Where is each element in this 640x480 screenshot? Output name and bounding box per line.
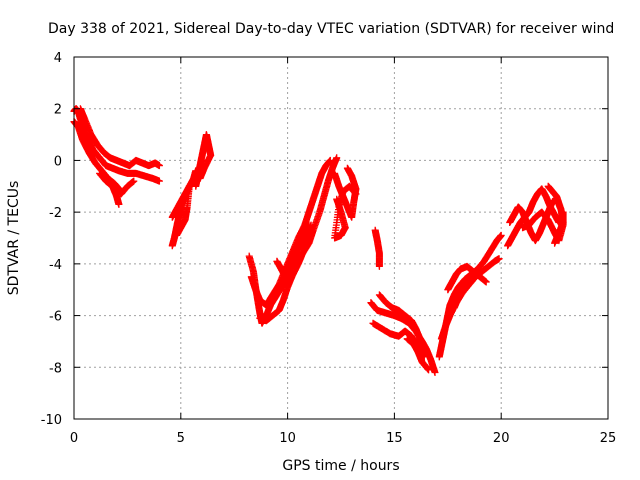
data-point	[333, 154, 341, 162]
plot-frame	[73, 56, 609, 420]
y-tick-label: 0	[54, 154, 62, 169]
data-point	[551, 239, 559, 247]
axis-ticks	[73, 56, 609, 420]
data-point	[307, 221, 315, 229]
x-tick-label: 10	[279, 431, 296, 446]
data-point	[420, 348, 428, 356]
data-points	[70, 105, 567, 376]
data-point	[343, 164, 351, 172]
y-tick-label: -10	[41, 413, 62, 428]
data-point	[497, 231, 505, 239]
data-point	[425, 366, 433, 374]
y-tick-label: 4	[54, 51, 62, 66]
x-tick-labels: 0 5 10 15 20 25	[70, 431, 616, 446]
y-tick-label: 2	[54, 103, 62, 118]
x-tick-label: 15	[386, 431, 403, 446]
data-point	[474, 268, 482, 276]
y-axis-label: SDTVAR / TECUs	[6, 181, 22, 296]
x-tick-label: 0	[70, 431, 78, 446]
y-tick-label: -8	[49, 361, 62, 376]
data-point	[375, 262, 383, 270]
data-point	[196, 175, 204, 182]
x-tick-label: 25	[600, 431, 617, 446]
data-point	[173, 231, 180, 239]
data-point	[155, 177, 163, 185]
data-point	[155, 162, 163, 170]
chart-title: Day 338 of 2021, Sidereal Day-to-day VTE…	[48, 21, 614, 37]
data-point	[130, 177, 138, 185]
data-point	[352, 190, 360, 198]
data-point	[495, 255, 503, 263]
data-point	[482, 278, 490, 286]
x-tick-label: 20	[493, 431, 510, 446]
data-point	[115, 200, 123, 208]
x-tick-label: 5	[177, 431, 185, 446]
y-tick-label: -2	[49, 206, 62, 221]
y-tick-label: -4	[49, 258, 62, 273]
y-tick-label: -6	[49, 310, 62, 325]
y-tick-labels: 4 2 0 -2 -4 -6 -8 -10	[41, 51, 62, 428]
x-axis-label: GPS time / hours	[282, 458, 399, 474]
data-point	[431, 369, 439, 376]
